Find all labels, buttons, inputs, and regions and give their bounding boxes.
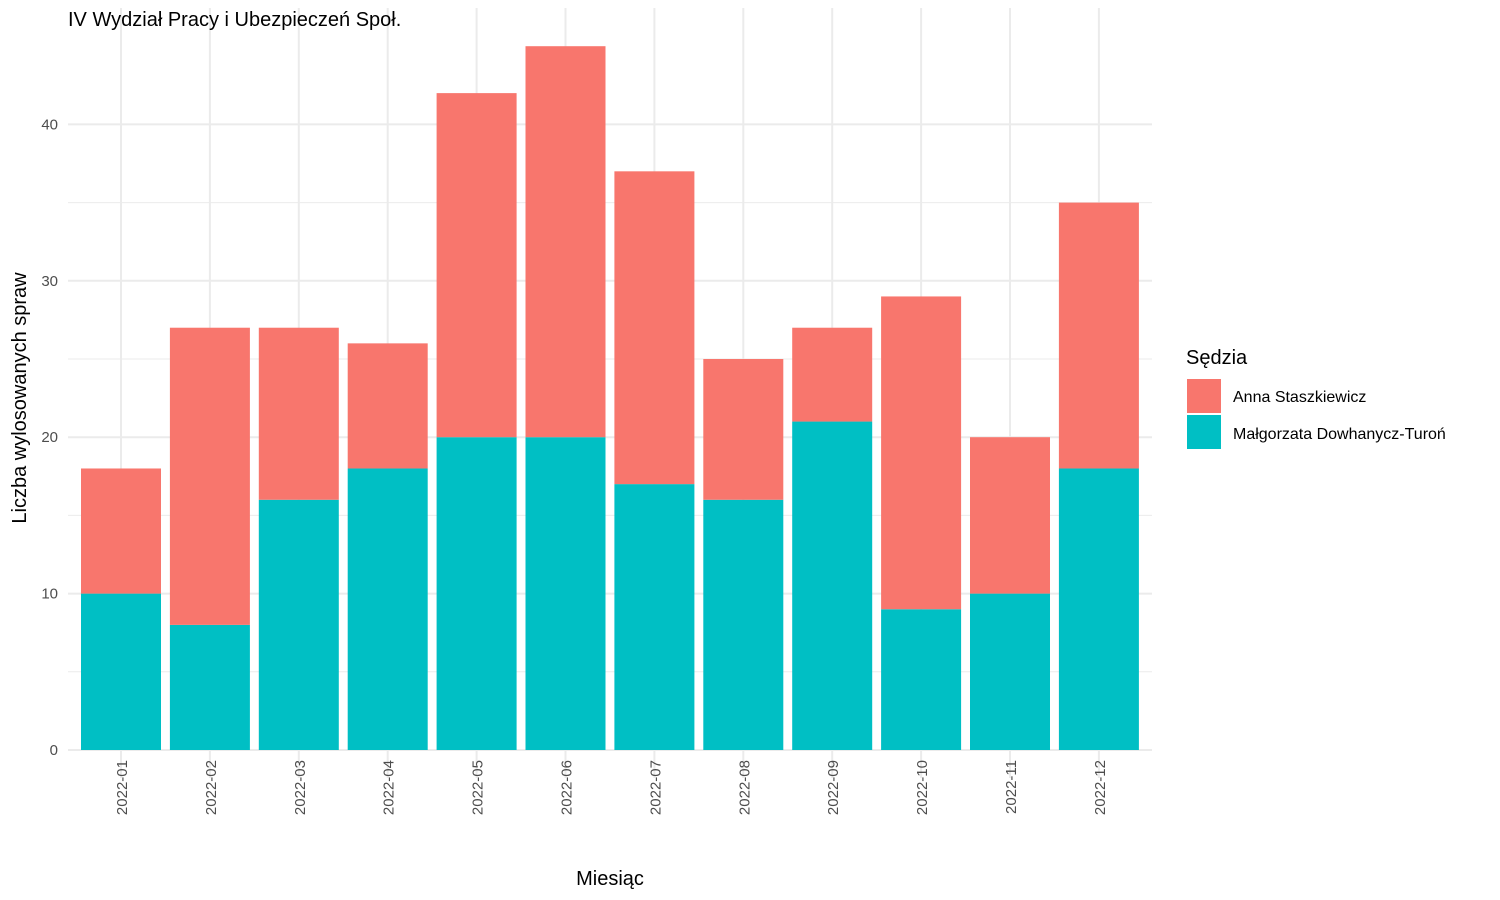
bar-segment-anna <box>436 93 517 438</box>
bar-segment-anna <box>258 327 339 500</box>
x-tick-label: 2022-12 <box>1092 760 1109 815</box>
legend-label-anna: Anna Staszkiewicz <box>1233 389 1366 406</box>
x-tick-label: 2022-04 <box>381 760 398 815</box>
bar-segment-malgorzata <box>436 437 517 750</box>
bar-segment-anna <box>347 343 428 469</box>
y-tick-label: 30 <box>41 273 58 290</box>
legend-key-anna <box>1187 379 1221 413</box>
bar-segment-malgorzata <box>881 609 962 750</box>
x-tick-label: 2022-10 <box>914 760 931 815</box>
x-tick-label: 2022-06 <box>559 760 576 815</box>
y-axis-title: Liczba wylosowanych spraw <box>9 272 31 524</box>
bar-segment-malgorzata <box>703 499 784 750</box>
bar-segment-anna <box>703 359 784 500</box>
bar-segment-malgorzata <box>347 468 428 750</box>
legend: Sędzia Anna Staszkiewicz Małgorzata Dowh… <box>1186 347 1446 449</box>
bar-segment-malgorzata <box>525 437 606 750</box>
y-tick-label: 40 <box>41 116 58 133</box>
bar-segment-malgorzata <box>792 421 873 750</box>
bar-segment-anna <box>792 327 873 422</box>
y-tick-label: 10 <box>41 586 58 603</box>
bar-segment-malgorzata <box>1058 468 1139 750</box>
x-axis-ticks: 2022-01 2022-02 2022-03 2022-04 2022-05 2022-… <box>114 760 1109 815</box>
bar-segment-anna <box>614 171 695 485</box>
x-tick-label: 2022-02 <box>203 760 220 815</box>
bar-segment-malgorzata <box>614 484 695 750</box>
bar-segment-malgorzata <box>169 624 250 750</box>
chart-title: IV Wydział Pracy i Ubezpieczeń Społ. <box>68 9 401 31</box>
legend-label-malgorzata: Małgorzata Dowhanycz-Turoń <box>1233 426 1446 443</box>
bar-segment-anna <box>970 437 1050 594</box>
y-tick-label: 20 <box>41 429 58 446</box>
y-axis-ticks: 0 10 20 30 40 <box>41 116 58 759</box>
x-tick-label: 2022-05 <box>470 760 487 815</box>
y-tick-label: 0 <box>50 742 58 759</box>
bar-segment-malgorzata <box>970 593 1050 750</box>
bar-segment-malgorzata <box>81 593 161 750</box>
x-tick-label: 2022-07 <box>647 760 664 815</box>
x-tick-label: 2022-09 <box>825 760 842 815</box>
x-tick-label: 2022-01 <box>114 760 131 815</box>
x-tick-label: 2022-11 <box>1003 760 1020 814</box>
bar-segment-anna <box>169 327 250 625</box>
legend-title: Sędzia <box>1186 347 1248 369</box>
x-tick-label: 2022-08 <box>736 760 753 815</box>
bar-segment-malgorzata <box>258 499 339 750</box>
x-tick-label: 2022-03 <box>292 760 309 815</box>
bar-segment-anna <box>81 468 161 594</box>
bar-segment-anna <box>881 296 962 610</box>
x-axis-title: Miesiąc <box>576 868 644 890</box>
bars <box>81 46 1139 750</box>
bar-segment-anna <box>525 46 606 438</box>
bar-segment-anna <box>1058 202 1139 469</box>
legend-key-malgorzata <box>1187 415 1221 449</box>
